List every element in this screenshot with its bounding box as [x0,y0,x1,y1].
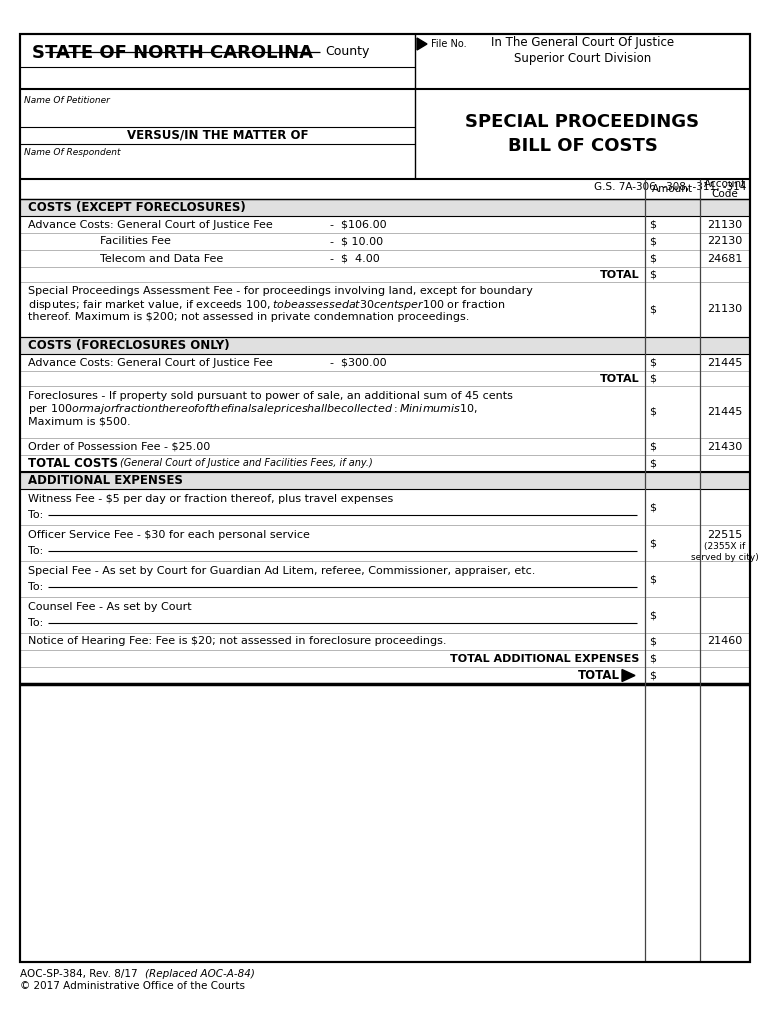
Text: Amount: Amount [652,184,693,194]
Text: To:: To: [28,618,43,628]
Text: COSTS (EXCEPT FORECLOSURES): COSTS (EXCEPT FORECLOSURES) [28,201,246,214]
Text: $: $ [649,671,656,681]
Text: Superior Court Division: Superior Court Division [514,52,651,65]
Text: Code: Code [711,189,738,199]
Text: TOTAL ADDITIONAL EXPENSES: TOTAL ADDITIONAL EXPENSES [450,653,639,664]
Bar [20,199,750,216]
Text: Order of Possession Fee - $25.00: Order of Possession Fee - $25.00 [28,441,210,452]
Polygon shape [622,670,635,682]
Text: 24681: 24681 [708,254,743,263]
Text: Facilities Fee: Facilities Fee [100,237,171,247]
Text: 21130: 21130 [708,304,742,314]
Text: Name Of Respondent: Name Of Respondent [24,148,120,157]
Text: per $100 or major fraction thereof of the final sale price shall be collected: M: per $100 or major fraction thereof of th… [28,402,478,416]
Text: Account: Account [704,179,746,189]
Text: In The General Court Of Justice: In The General Court Of Justice [491,36,674,49]
Bar [20,472,750,489]
Text: 21445: 21445 [708,407,743,417]
Text: Special Proceedings Assessment Fee - for proceedings involving land, except for : Special Proceedings Assessment Fee - for… [28,287,533,297]
Text: Telecom and Data Fee: Telecom and Data Fee [100,254,223,263]
Text: $: $ [649,357,656,368]
Text: TOTAL: TOTAL [599,269,639,280]
Text: VERSUS/IN THE MATTER OF: VERSUS/IN THE MATTER OF [127,129,308,142]
Text: $: $ [649,637,656,646]
Text: 21130: 21130 [708,219,742,229]
Text: $: $ [649,407,656,417]
Text: 21430: 21430 [708,441,742,452]
Text: (General Court of Justice and Facilities Fees, if any.): (General Court of Justice and Facilities… [120,459,373,469]
Text: 22515: 22515 [708,530,742,540]
Text: $: $ [649,441,656,452]
Polygon shape [417,38,427,50]
Text: COSTS (FORECLOSURES ONLY): COSTS (FORECLOSURES ONLY) [28,339,229,352]
Text: 21445: 21445 [708,357,743,368]
Text: $: $ [649,538,656,548]
Text: To:: To: [28,510,43,520]
Text: SPECIAL PROCEEDINGS: SPECIAL PROCEEDINGS [465,113,700,131]
Text: Name Of Petitioner: Name Of Petitioner [24,96,110,105]
Text: $: $ [649,237,656,247]
Text: Counsel Fee - As set by Court: Counsel Fee - As set by Court [28,602,192,612]
Text: AOC-SP-384, Rev. 8/17: AOC-SP-384, Rev. 8/17 [20,969,141,979]
Text: ADDITIONAL EXPENSES: ADDITIONAL EXPENSES [28,474,183,487]
Text: $: $ [649,254,656,263]
Text: G.S. 7A-306, -308, -311, -314: G.S. 7A-306, -308, -311, -314 [594,182,746,193]
Text: thereof. Maximum is $200; not assessed in private condemnation proceedings.: thereof. Maximum is $200; not assessed i… [28,312,470,323]
Text: Advance Costs: General Court of Justice Fee: Advance Costs: General Court of Justice … [28,357,273,368]
Text: (2355X if: (2355X if [705,543,745,552]
Text: Foreclosures - If property sold pursuant to power of sale, an additional sum of : Foreclosures - If property sold pursuant… [28,391,513,401]
Text: (Replaced AOC-A-84): (Replaced AOC-A-84) [145,969,255,979]
Text: Maximum is $500.: Maximum is $500. [28,417,131,427]
Text: 22130: 22130 [708,237,742,247]
Text: $: $ [649,269,656,280]
Text: -  $106.00: - $106.00 [330,219,387,229]
Text: $: $ [649,610,656,620]
Text: $: $ [649,459,656,469]
Text: 21460: 21460 [708,637,742,646]
Text: Witness Fee - $5 per day or fraction thereof, plus travel expenses: Witness Fee - $5 per day or fraction the… [28,494,393,504]
Text: $: $ [649,304,656,314]
Text: To:: To: [28,546,43,556]
Text: File No.: File No. [431,39,467,49]
Text: STATE OF NORTH CAROLINA: STATE OF NORTH CAROLINA [32,44,313,62]
Text: Advance Costs: General Court of Justice Fee: Advance Costs: General Court of Justice … [28,219,273,229]
Text: $: $ [649,219,656,229]
Text: BILL OF COSTS: BILL OF COSTS [507,137,658,155]
Text: © 2017 Administrative Office of the Courts: © 2017 Administrative Office of the Cour… [20,981,245,991]
Text: -  $300.00: - $300.00 [330,357,387,368]
Text: TOTAL COSTS: TOTAL COSTS [28,457,118,470]
Text: served by city): served by city) [691,553,759,561]
Text: Special Fee - As set by Court for Guardian Ad Litem, referee, Commissioner, appr: Special Fee - As set by Court for Guardi… [28,566,535,575]
Text: Notice of Hearing Fee: Fee is $20; not assessed in foreclosure proceedings.: Notice of Hearing Fee: Fee is $20; not a… [28,637,447,646]
Text: $: $ [649,653,656,664]
Text: County: County [325,45,370,58]
Text: TOTAL: TOTAL [578,669,620,682]
Text: $: $ [649,574,656,584]
Text: disputes; fair market value, if exceeds $100, to be assessed at 30 cents per $10: disputes; fair market value, if exceeds … [28,298,506,311]
Bar [20,337,750,354]
Text: $: $ [649,374,656,384]
Text: -  $  4.00: - $ 4.00 [330,254,380,263]
Text: -  $ 10.00: - $ 10.00 [330,237,383,247]
Text: TOTAL: TOTAL [599,374,639,384]
Text: $: $ [649,502,656,512]
Text: Officer Service Fee - $30 for each personal service: Officer Service Fee - $30 for each perso… [28,530,310,540]
Text: To:: To: [28,582,43,592]
